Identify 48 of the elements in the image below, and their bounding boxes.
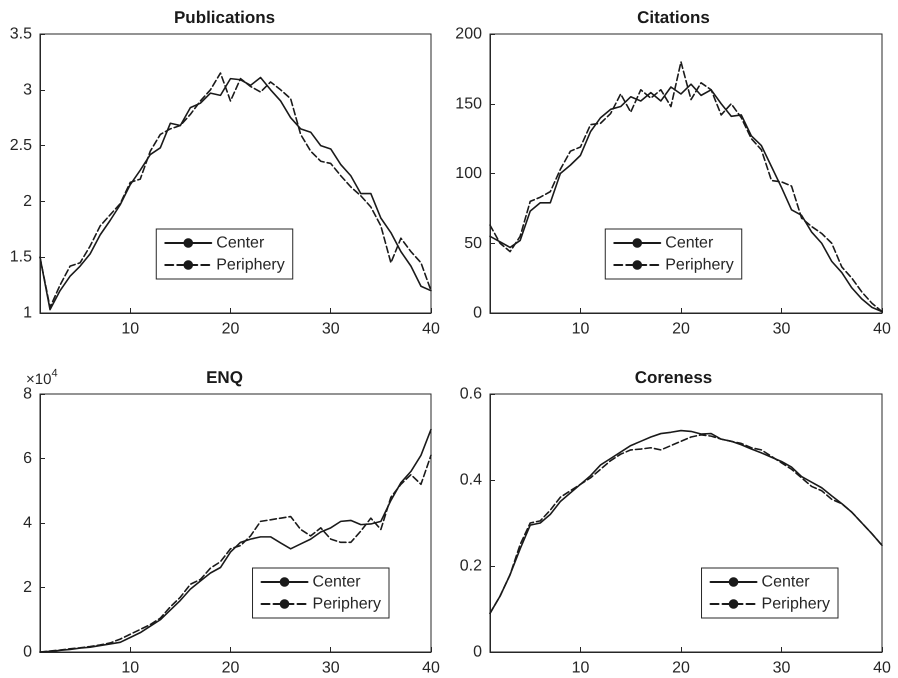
x-tick-label: 40 [873,660,891,676]
y-tick-label: 3 [23,81,32,98]
legend-label: Periphery [216,256,285,274]
x-tick-label: 30 [772,320,790,338]
y-tick-label: 0.2 [460,558,482,574]
y-tick-label: 100 [455,165,482,182]
x-tick-label: 10 [572,320,590,338]
y-tick-label: 8 [23,386,32,402]
chart-title: Coreness [634,368,712,387]
y-tick-label: 0 [473,644,482,660]
y-tick-label: 50 [464,234,482,252]
y-tick-label: 1.5 [10,248,32,266]
y-tick-label: 150 [455,95,482,112]
y-tick-label: 0.6 [460,386,482,402]
legend-label: Periphery [312,596,382,612]
x-tick-label: 10 [572,660,590,676]
chart-title: ENQ [206,368,243,387]
y-tick-label: 2.5 [10,137,32,154]
y-tick-label: 0 [23,644,32,660]
y-tick-label: 3.5 [10,26,32,42]
legend-label: Periphery [665,256,734,274]
x-tick-label: 40 [422,320,440,338]
y-tick-label: 200 [455,26,482,42]
legend-label: Center [762,574,810,590]
x-tick-label: 20 [672,320,690,338]
x-tick-label: 20 [222,320,240,338]
x-tick-label: 30 [772,660,790,676]
legend-label: Center [216,234,265,252]
y-tick-label: 2 [23,192,32,210]
y-tick-label: 4 [23,514,32,532]
chart-title: Citations [637,8,710,27]
x-tick-label: 40 [422,660,440,676]
y-tick-label: 2 [23,579,32,596]
legend-label: Periphery [762,596,830,612]
y-tick-label: 1 [23,304,32,322]
legend-label: Center [665,234,714,252]
x-tick-label: 40 [873,320,891,338]
x-tick-label: 30 [322,320,340,338]
x-tick-label: 20 [222,660,240,676]
chart-title: Publications [174,8,276,27]
y-tick-label: 0.4 [460,472,482,488]
x-tick-label: 20 [672,660,690,676]
x-tick-label: 10 [121,320,140,338]
legend-label: Center [312,574,362,590]
y-tick-label: 6 [23,450,32,467]
x-tick-label: 30 [322,660,340,676]
x-tick-label: 10 [121,660,140,676]
y-tick-label: 0 [473,304,482,322]
